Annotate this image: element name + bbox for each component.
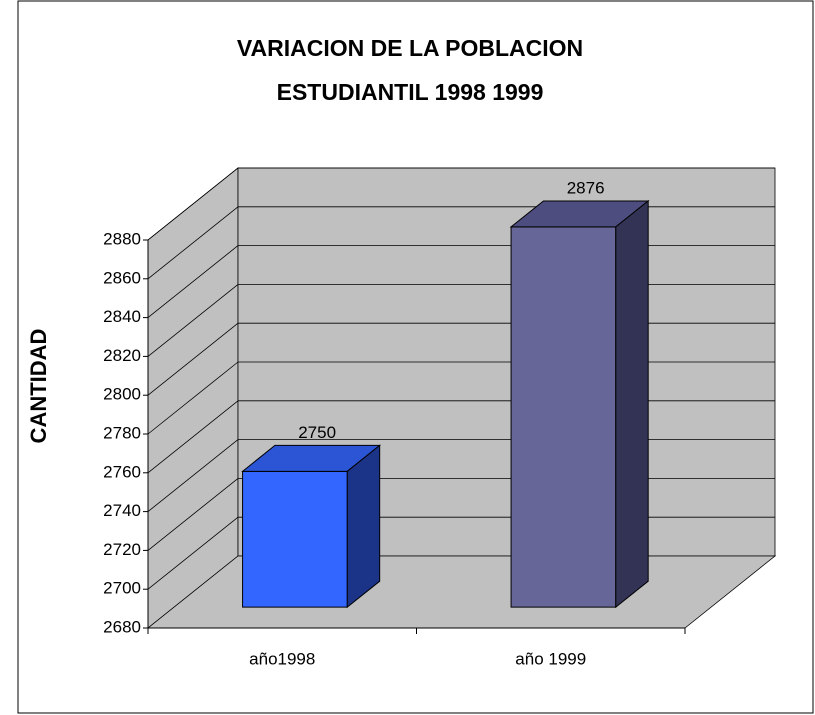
bar-front <box>242 470 348 608</box>
data-label: 2750 <box>298 423 336 442</box>
grid-line <box>147 245 239 318</box>
grid-line <box>147 284 239 357</box>
x-tick-label: año 1999 <box>515 649 586 668</box>
grid-line <box>147 439 239 512</box>
y-tick-label: 2780 <box>103 423 141 442</box>
grid-line <box>147 206 239 280</box>
x-tick-label: año1998 <box>249 649 315 668</box>
chart-title: VARIACION DE LA POBLACION <box>237 35 583 61</box>
chart-title: ESTUDIANTIL 1998 1999 <box>277 79 544 105</box>
grid-line <box>147 322 239 396</box>
data-label: 2876 <box>567 178 605 197</box>
grid-line <box>147 478 239 551</box>
y-tick-label: 2800 <box>103 385 141 404</box>
floor <box>146 555 777 629</box>
y-axis-title: CANTIDAD <box>26 329 51 444</box>
grid-line <box>147 516 239 590</box>
y-tick-label: 2860 <box>103 268 141 287</box>
grid-line <box>147 361 239 435</box>
y-tick-label: 2720 <box>103 540 141 559</box>
y-tick-label: 2740 <box>103 501 141 520</box>
y-tick-label: 2680 <box>103 617 141 636</box>
y-tick-label: 2700 <box>103 579 141 598</box>
y-tick-label: 2840 <box>103 307 141 326</box>
grid-line <box>147 400 239 474</box>
bar-side <box>615 199 649 609</box>
bar-front <box>510 226 617 608</box>
y-tick-label: 2820 <box>103 346 141 365</box>
y-tick-label: 2880 <box>103 229 141 248</box>
grid-line <box>147 167 239 241</box>
bar-side <box>346 444 381 609</box>
y-tick-label: 2760 <box>103 462 141 481</box>
